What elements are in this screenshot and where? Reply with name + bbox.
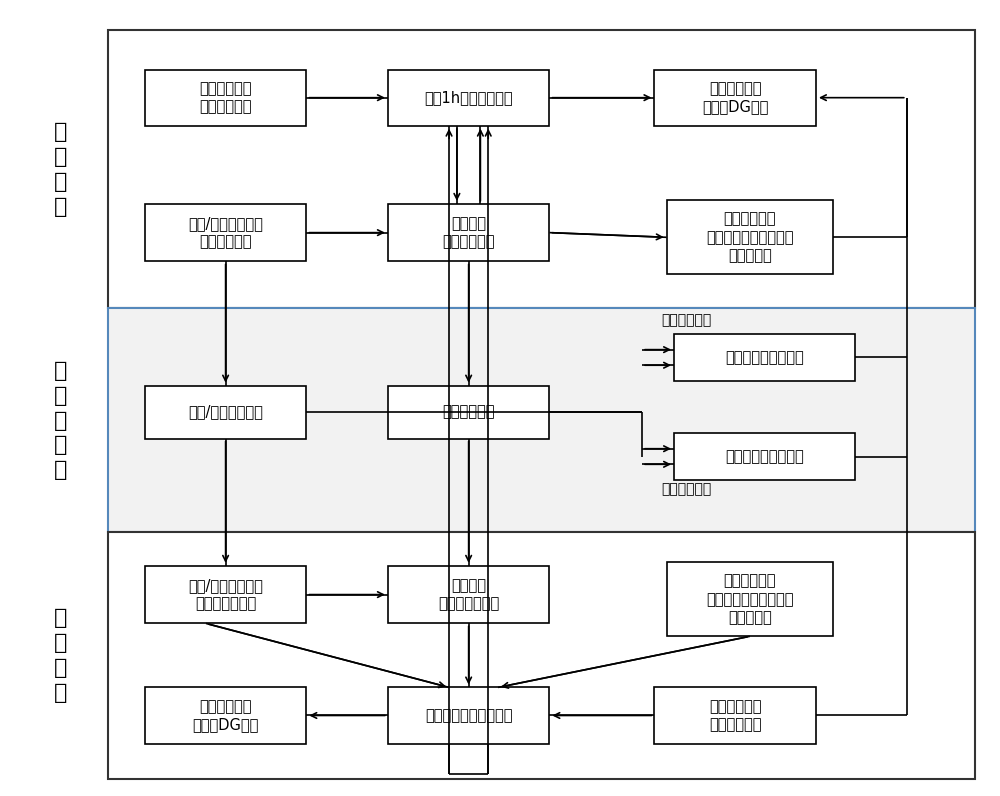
Text: 日内优化目标
日内约束条件: 日内优化目标 日内约束条件 xyxy=(709,699,761,732)
Bar xyxy=(145,385,306,439)
Bar xyxy=(108,29,975,308)
Text: 机组负荷启停
可调度DG出力: 机组负荷启停 可调度DG出力 xyxy=(702,81,768,115)
Text: 日前预测误差: 日前预测误差 xyxy=(662,313,712,327)
Bar xyxy=(145,204,306,262)
Bar xyxy=(145,688,306,743)
Bar xyxy=(388,69,549,126)
Bar xyxy=(145,69,306,126)
Text: 光伏/风电出力预测
（超短期预测）: 光伏/风电出力预测 （超短期预测） xyxy=(188,578,263,611)
Text: 日内滚动优化调度计算: 日内滚动优化调度计算 xyxy=(425,708,512,723)
Text: 当前价格信息
（电价、燃料价、污染
治理费用）: 当前价格信息 （电价、燃料价、污染 治理费用） xyxy=(706,211,794,263)
Text: 自
适
应
调
整: 自 适 应 调 整 xyxy=(54,361,68,480)
Bar xyxy=(388,204,549,262)
Text: 日
前
调
度: 日 前 调 度 xyxy=(54,123,68,217)
Bar xyxy=(108,533,975,778)
Bar xyxy=(667,201,833,275)
Bar xyxy=(654,688,816,743)
Text: 负荷预测
（短期预测）: 负荷预测 （短期预测） xyxy=(442,216,495,249)
Text: 当前价格信息
（电价、燃料价、污染
治理费用）: 当前价格信息 （电价、燃料价、污染 治理费用） xyxy=(706,573,794,626)
Bar xyxy=(388,385,549,439)
Bar xyxy=(674,334,855,380)
Bar xyxy=(388,566,549,623)
Bar xyxy=(654,69,816,126)
Text: 日前1h优化调度计算: 日前1h优化调度计算 xyxy=(424,90,513,105)
Text: 机组负荷启停
可调度DG出力: 机组负荷启停 可调度DG出力 xyxy=(192,699,259,732)
Bar xyxy=(667,562,833,636)
Bar xyxy=(674,433,855,480)
Text: 日内预测误差: 日内预测误差 xyxy=(662,482,712,496)
Text: 光伏/风电实际出力: 光伏/风电实际出力 xyxy=(188,404,263,419)
Bar xyxy=(145,566,306,623)
Bar xyxy=(388,688,549,743)
Text: 负荷实际用电: 负荷实际用电 xyxy=(442,404,495,419)
Text: 日前优化目标
日前约束条件: 日前优化目标 日前约束条件 xyxy=(199,81,252,115)
Text: 惩罚因子自适应调整: 惩罚因子自适应调整 xyxy=(725,449,804,464)
Text: 日
内
调
度: 日 内 调 度 xyxy=(54,608,68,703)
Bar xyxy=(108,308,975,533)
Text: 自适应滚动模型调整: 自适应滚动模型调整 xyxy=(725,350,804,365)
Text: 负荷预测
（超短期预测）: 负荷预测 （超短期预测） xyxy=(438,578,499,611)
Text: 光伏/风电出力预测
（短期预测）: 光伏/风电出力预测 （短期预测） xyxy=(188,216,263,249)
